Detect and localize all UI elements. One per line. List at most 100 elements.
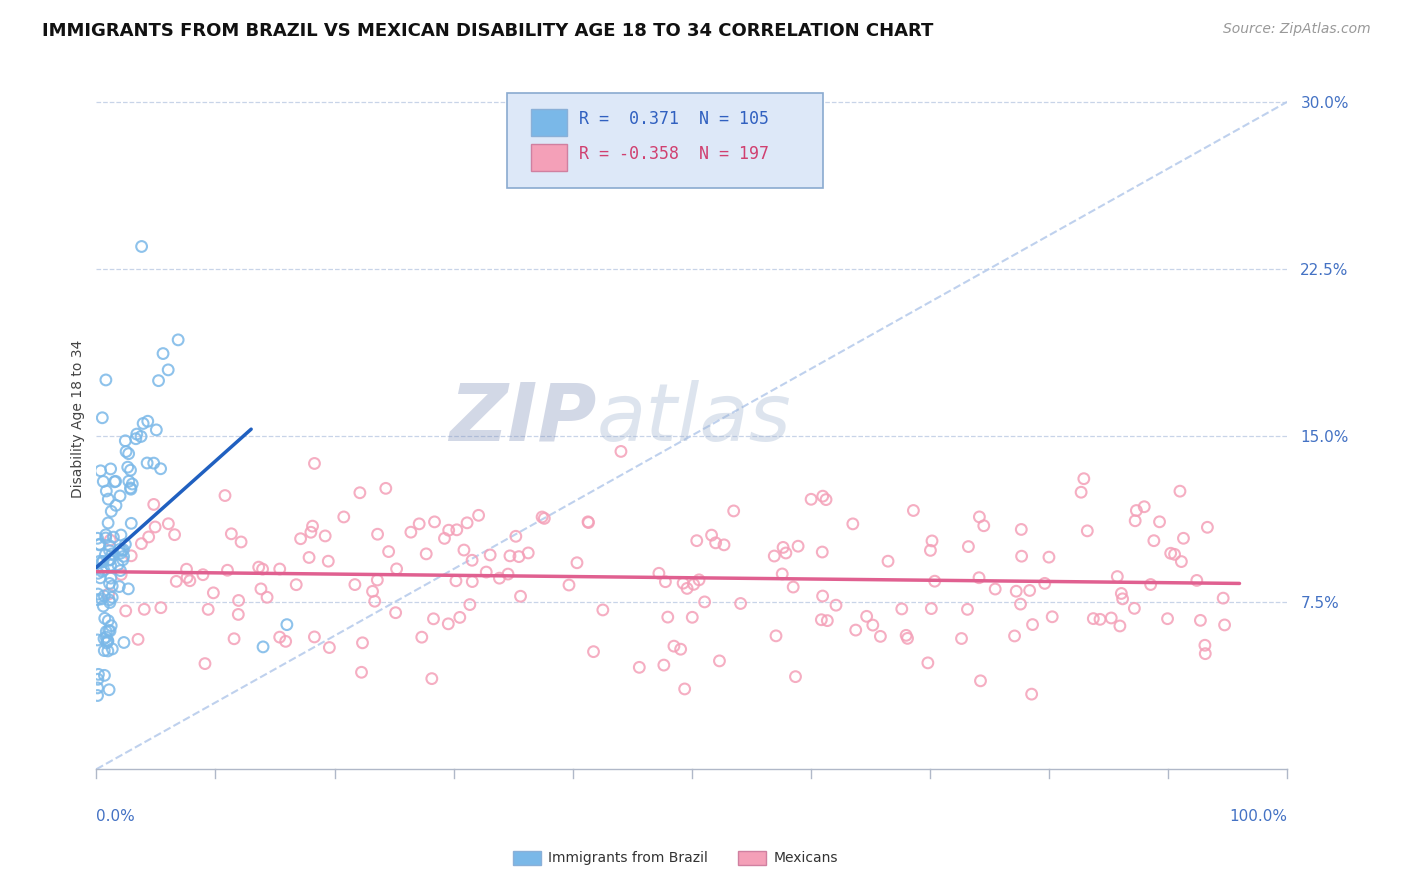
Point — [1173, 531, 1195, 545]
Point — [104, 475, 127, 489]
Point — [1107, 569, 1129, 583]
Point — [1038, 550, 1060, 565]
Point — [104, 499, 127, 513]
Point — [374, 481, 396, 495]
Y-axis label: Disability Age 18 to 34: Disability Age 18 to 34 — [72, 340, 86, 498]
Point — [333, 510, 356, 524]
Point — [91, 565, 114, 579]
Point — [920, 601, 942, 615]
Point — [475, 565, 498, 579]
Text: Mexicans: Mexicans — [773, 851, 838, 865]
Point — [610, 444, 633, 458]
Point — [120, 463, 142, 477]
Bar — [531, 145, 567, 171]
Point — [461, 574, 484, 589]
Point — [228, 593, 250, 607]
Point — [127, 632, 149, 647]
Point — [350, 665, 373, 680]
Point — [811, 489, 834, 503]
Point — [1004, 629, 1026, 643]
Text: atlas: atlas — [596, 380, 792, 458]
Point — [89, 554, 111, 568]
Point — [117, 582, 139, 596]
Point — [1160, 546, 1182, 560]
Point — [1133, 500, 1156, 514]
Point — [93, 643, 115, 657]
Point — [148, 374, 170, 388]
Point — [681, 610, 703, 624]
Point — [304, 630, 326, 644]
Point — [101, 641, 124, 656]
Point — [1194, 638, 1216, 652]
Point — [314, 529, 336, 543]
Point — [1070, 485, 1092, 500]
Point — [1099, 611, 1122, 625]
Point — [825, 598, 848, 612]
Point — [149, 461, 172, 475]
Point — [772, 541, 794, 555]
Point — [93, 589, 115, 603]
Point — [98, 543, 121, 558]
Point — [100, 462, 122, 476]
Point — [94, 531, 117, 545]
Point — [298, 550, 321, 565]
Point — [86, 632, 108, 647]
Point — [845, 623, 868, 637]
Point — [97, 614, 120, 628]
Point — [91, 475, 114, 489]
Point — [896, 632, 918, 646]
Point — [366, 573, 388, 587]
Point — [97, 624, 120, 638]
Point — [98, 595, 121, 609]
Point — [98, 553, 121, 567]
Point — [229, 535, 252, 549]
Point — [115, 444, 138, 458]
Point — [1010, 523, 1032, 537]
Point — [576, 515, 599, 529]
Point — [97, 644, 120, 658]
Point — [318, 640, 340, 655]
FancyBboxPatch shape — [508, 93, 823, 187]
Point — [1123, 601, 1146, 615]
Point — [869, 629, 891, 643]
Point — [125, 427, 148, 442]
Point — [1213, 618, 1236, 632]
Point — [87, 587, 110, 601]
Text: R =  0.371  N = 105: R = 0.371 N = 105 — [579, 110, 769, 128]
Point — [969, 509, 991, 524]
Point — [112, 635, 135, 649]
Point — [117, 460, 139, 475]
Point — [723, 504, 745, 518]
Point — [120, 482, 142, 496]
Point — [444, 574, 467, 588]
Point — [194, 657, 217, 671]
Point — [815, 614, 838, 628]
Text: Source: ZipAtlas.com: Source: ZipAtlas.com — [1223, 22, 1371, 37]
Point — [226, 607, 249, 622]
Point — [367, 527, 389, 541]
Point — [787, 539, 810, 553]
Point — [1040, 609, 1063, 624]
Point — [301, 519, 323, 533]
Point — [814, 492, 837, 507]
Point — [87, 673, 110, 687]
Point — [565, 556, 588, 570]
Point — [1168, 484, 1191, 499]
Point — [672, 576, 695, 591]
Point — [967, 571, 990, 585]
Point — [114, 604, 136, 618]
Point — [221, 526, 243, 541]
Point — [97, 634, 120, 648]
Point — [110, 564, 132, 578]
Point — [86, 531, 108, 545]
Point — [479, 548, 502, 562]
Point — [87, 592, 110, 607]
Point — [93, 632, 115, 646]
Point — [86, 681, 108, 695]
Point — [101, 547, 124, 561]
Point — [143, 520, 166, 534]
Point — [385, 562, 408, 576]
Point — [1033, 576, 1056, 591]
Point — [811, 589, 834, 603]
Point — [422, 612, 444, 626]
